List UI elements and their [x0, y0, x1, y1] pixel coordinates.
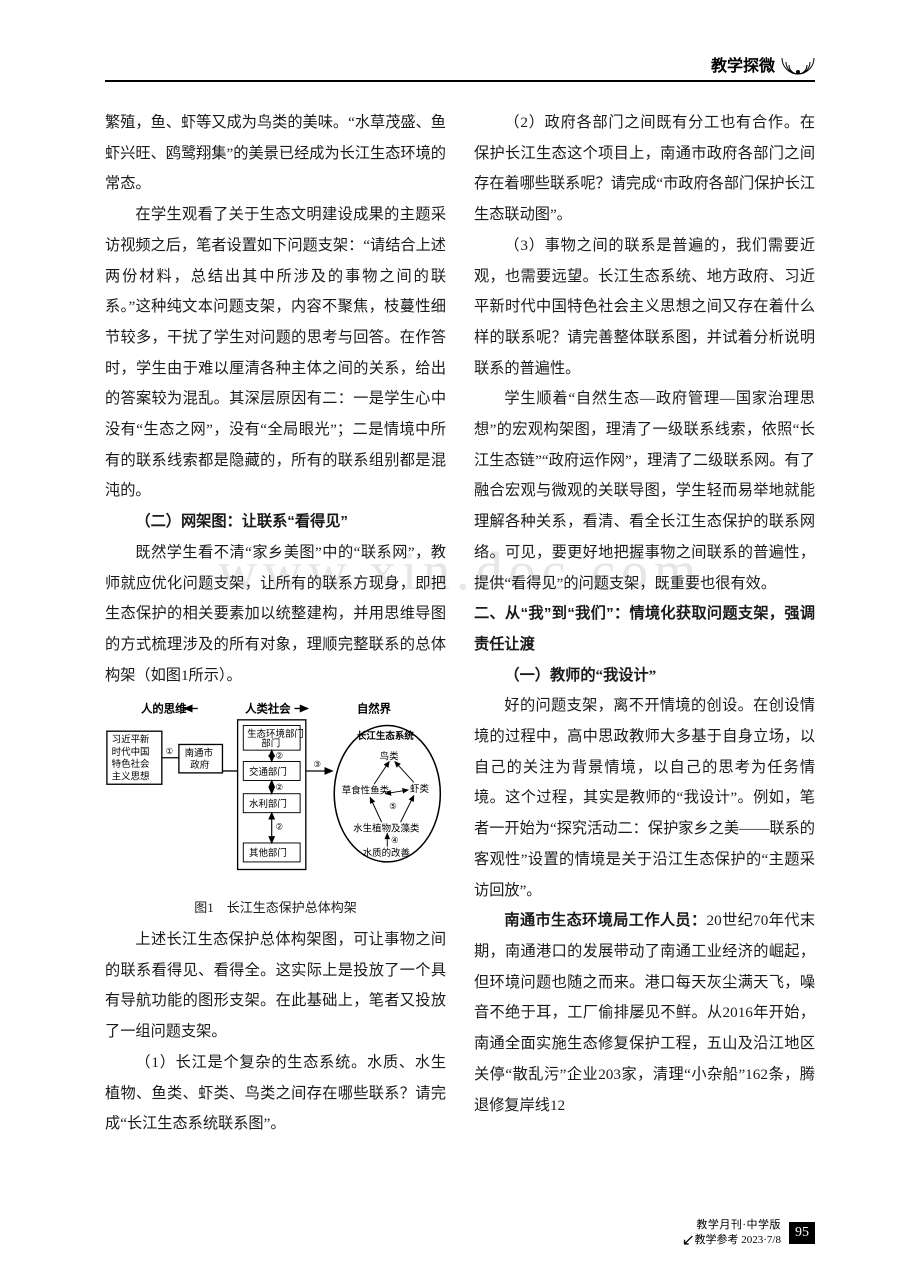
page-number: 95 [789, 1222, 815, 1244]
subheading: （二）网架图：让联系“看得见” [105, 507, 446, 538]
svg-text:鸟类: 鸟类 [380, 751, 399, 763]
svg-text:其他部门: 其他部门 [249, 848, 287, 860]
subheading: （一）教师的“我设计” [474, 661, 815, 692]
ideology-box: 习近平新 时代中国 特色社会 主义思想 [107, 732, 162, 785]
header-rule [105, 80, 815, 82]
footer-text: 教学月刊·中学版 教学参考 2023·7/8 [695, 1218, 781, 1248]
label-human-thought: 人的思维 [141, 702, 187, 716]
ecosystem-title: 长江生态系统 [357, 730, 414, 742]
dept-box: 交通部门 [243, 762, 300, 781]
svg-text:②: ② [276, 822, 284, 832]
para: （1）长江是个复杂的生态系统。水质、水生植物、鱼类、虾类、鸟类之间存在哪些联系？… [105, 1048, 446, 1140]
gov-box: 南通市 政府 [179, 745, 223, 773]
label-human-society: 人类社会 [245, 702, 291, 716]
header-ornament-icon [781, 53, 815, 75]
para: 好的问题支架，离不开情境的创设。在创设情境的过程中，高中思政教师大多基于自身立场… [474, 691, 815, 906]
svg-text:政府: 政府 [190, 760, 209, 772]
svg-text:虾类: 虾类 [410, 783, 429, 795]
para: 在学生观看了关于生态文明建设成果的主题采访视频之后，笔者设置如下问题支架：“请结… [105, 200, 446, 507]
figure-1: 人的思维 人类社会 自然界 习近平新 时代中国 特色社会 主义思想 南通市 [105, 699, 446, 921]
svg-text:水质的改善: 水质的改善 [363, 848, 410, 860]
svg-text:草食性鱼类: 草食性鱼类 [342, 785, 390, 797]
body-columns: 繁殖，鱼、虾等又成为鸟类的美味。“水草茂盛、鱼虾兴旺、鸥鹭翔集”的美景已经成为长… [105, 108, 815, 1198]
para: 学生顺着“自然生态—政府管理—国家治理思想”的宏观构架图，理清了一级联系线索，依… [474, 384, 815, 599]
dept-box: 水利部门 [243, 794, 300, 813]
para: 繁殖，鱼、虾等又成为鸟类的美味。“水草茂盛、鱼虾兴旺、鸥鹭翔集”的美景已经成为长… [105, 108, 446, 200]
svg-text:南通市: 南通市 [185, 747, 213, 759]
para: 上述长江生态保护总体构架图，可让事物之间的联系看得见、看得全。这实际上是投放了一… [105, 925, 446, 1048]
svg-text:②: ② [276, 751, 284, 761]
section-title: 教学探微 [711, 52, 775, 76]
figure-caption: 图1 长江生态保护总体构架 [105, 895, 446, 921]
svg-text:水生植物及藻类: 水生植物及藻类 [353, 823, 420, 835]
para-rest: 20世纪70年代末期，南通港口的发展带动了南通工业经济的崛起，但环境问题也随之而… [474, 912, 815, 1113]
svg-text:部门: 部门 [261, 738, 280, 750]
dept-box: 生态环境部门 部门 [243, 726, 304, 751]
svg-text:交通部门: 交通部门 [249, 766, 287, 778]
footer-arrow-icon: ↙ [682, 1230, 695, 1250]
page-footer: 教学月刊·中学版 教学参考 2023·7/8 95 [695, 1218, 815, 1248]
section-heading: 二、从“我”到“我们”：情境化获取问题支架，强调责任让渡 [474, 599, 815, 660]
diagram: 人的思维 人类社会 自然界 习近平新 时代中国 特色社会 主义思想 南通市 [105, 699, 446, 888]
inline-lead: 南通市生态环境局工作人员： [504, 912, 706, 929]
svg-text:时代中国: 时代中国 [112, 746, 150, 758]
svg-text:特色社会: 特色社会 [112, 759, 150, 771]
dept-box: 其他部门 [243, 843, 300, 862]
para: （3）事物之间的联系是普遍的，我们需要近观，也需要远望。长江生态系统、地方政府、… [474, 231, 815, 385]
para: 南通市生态环境局工作人员：20世纪70年代末期，南通港口的发展带动了南通工业经济… [474, 906, 815, 1121]
svg-text:④: ④ [391, 835, 399, 845]
issue-info: 教学参考 2023·7/8 [695, 1233, 781, 1248]
svg-text:①: ① [166, 746, 174, 756]
journal-name: 教学月刊·中学版 [695, 1218, 781, 1233]
svg-text:习近平新: 习近平新 [112, 734, 150, 746]
svg-text:水利部门: 水利部门 [249, 798, 287, 810]
label-nature: 自然界 [357, 702, 392, 716]
svg-text:③: ③ [313, 760, 321, 770]
para: （2）政府各部门之间既有分工也有合作。在保护长江生态这个项目上，南通市政府各部门… [474, 108, 815, 231]
section-header: 教学探微 [711, 52, 815, 76]
para: 既然学生看不清“家乡美图”中的“联系网”，教师就应优化问题支架，让所有的联系方现… [105, 538, 446, 692]
svg-text:⑤: ⑤ [389, 801, 397, 811]
svg-text:主义思想: 主义思想 [112, 771, 150, 783]
svg-text:②: ② [276, 782, 284, 792]
